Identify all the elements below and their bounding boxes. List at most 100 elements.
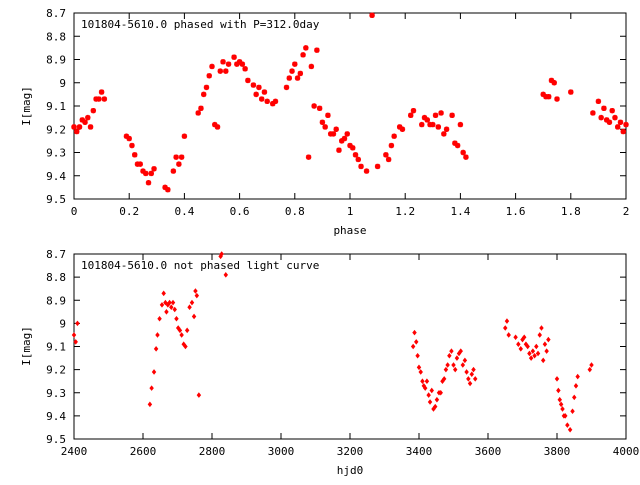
unphased-data-point: [565, 422, 570, 428]
unphased-data-point: [147, 401, 153, 408]
phased-data-point: [261, 89, 268, 95]
unphased-x-tick-label: 2400: [61, 445, 88, 458]
phased-data-point: [595, 98, 602, 105]
phased-data-point: [399, 126, 406, 132]
phased-data-point: [347, 142, 353, 149]
phased-data-point: [432, 112, 439, 118]
unphased-chart: 101804-5610.0 not phased light curve hjd…: [20, 248, 639, 477]
phased-data-point: [206, 73, 212, 79]
unphased-data-point: [194, 292, 200, 299]
phased-data-point: [548, 77, 555, 84]
unphased-data-point: [506, 332, 511, 338]
phased-data-point: [435, 124, 442, 130]
phased-data-point: [270, 100, 276, 107]
unphased-data-point: [445, 362, 450, 368]
phased-data-point: [430, 121, 436, 128]
unphased-data-point: [163, 299, 168, 306]
phased-data-point: [546, 94, 552, 100]
phased-y-tick-label: 9.2: [46, 123, 66, 136]
unphased-data-point: [414, 339, 419, 345]
phased-data-point: [87, 124, 94, 130]
phased-data-points: [71, 12, 629, 193]
phased-data-point: [220, 59, 226, 65]
phased-data-point: [554, 96, 560, 102]
phased-x-tick-label: 1.8: [561, 205, 581, 218]
unphased-data-point: [522, 334, 527, 341]
phased-data-point: [209, 63, 215, 70]
phased-data-point: [385, 156, 392, 163]
phased-data-point: [363, 168, 370, 174]
unphased-data-point: [73, 339, 78, 345]
phased-data-point: [272, 98, 279, 105]
unphased-data-point: [429, 387, 434, 394]
phased-data-point: [289, 68, 295, 74]
phased-data-point: [253, 91, 259, 98]
phased-data-point: [286, 75, 292, 81]
phased-data-point: [305, 154, 312, 160]
unphased-data-point: [460, 362, 466, 368]
phased-data-point: [598, 114, 604, 121]
unphased-data-point: [573, 383, 579, 389]
unphased-x-tick-label: 2600: [130, 445, 157, 458]
unphased-data-point: [422, 385, 428, 391]
phased-data-point: [201, 91, 207, 98]
unphased-data-point: [75, 320, 80, 327]
phased-y-tick-label: 9.3: [46, 147, 66, 160]
unphased-y-tick-label: 9.5: [46, 433, 66, 446]
unphased-data-point: [153, 346, 159, 352]
phased-data-point: [82, 119, 88, 125]
phased-data-point: [615, 124, 621, 130]
phased-data-point: [297, 70, 304, 77]
unphased-data-point: [441, 376, 447, 382]
phased-data-point: [388, 142, 395, 149]
unphased-y-tick-label: 9.1: [46, 341, 66, 354]
unphased-y-tick-label: 9.2: [46, 364, 66, 377]
phased-data-point: [427, 121, 433, 128]
unphased-y-axis-label: I[mag]: [20, 326, 33, 366]
phased-data-point: [350, 145, 356, 151]
unphased-data-point: [589, 362, 594, 368]
phased-data-point: [137, 161, 143, 167]
phased-data-point: [333, 126, 339, 132]
unphased-data-point: [172, 306, 177, 313]
unphased-x-tick-label: 3600: [475, 445, 502, 458]
unphased-data-point: [412, 329, 417, 336]
phased-plot-frame: [73, 12, 627, 200]
unphased-y-tick-label: 8.8: [46, 271, 66, 284]
unphased-data-point: [530, 348, 536, 354]
unphased-data-point: [167, 299, 172, 306]
phased-data-point: [256, 84, 262, 91]
phased-data-point: [195, 110, 201, 116]
unphased-data-point: [466, 376, 471, 382]
unphased-data-point: [159, 302, 165, 308]
phased-data-point: [341, 135, 348, 142]
phased-x-tick-label: 0.8: [285, 205, 305, 218]
phased-data-point: [96, 96, 102, 102]
unphased-data-point: [177, 327, 183, 334]
unphased-data-point: [570, 408, 575, 415]
phased-data-point: [231, 54, 237, 60]
phased-x-tick-label: 0: [71, 205, 78, 218]
phased-data-point: [339, 138, 345, 144]
unphased-x-tick-label: 3400: [406, 445, 433, 458]
phased-data-point: [170, 168, 177, 174]
phased-data-point: [101, 96, 108, 102]
phased-data-point: [568, 89, 574, 95]
unphased-data-point: [196, 392, 202, 398]
unphased-data-point: [449, 348, 454, 354]
phased-data-point: [325, 112, 331, 118]
phased-data-point: [383, 152, 389, 158]
phased-data-point: [214, 124, 221, 130]
unphased-data-point: [542, 341, 548, 347]
unphased-data-point: [219, 251, 224, 257]
phased-data-point: [452, 140, 458, 146]
phased-data-point: [198, 105, 204, 112]
unphased-data-point: [567, 426, 573, 433]
phased-x-tick-label: 1.4: [450, 205, 470, 218]
phased-x-tick-label: 2: [623, 205, 630, 218]
unphased-data-point: [462, 357, 468, 364]
phased-data-point: [344, 131, 350, 137]
unphased-axis-ticks: 2400 2600 2800 3000 3200 3400 3600 3800 4000 8.7 8…: [46, 248, 639, 458]
